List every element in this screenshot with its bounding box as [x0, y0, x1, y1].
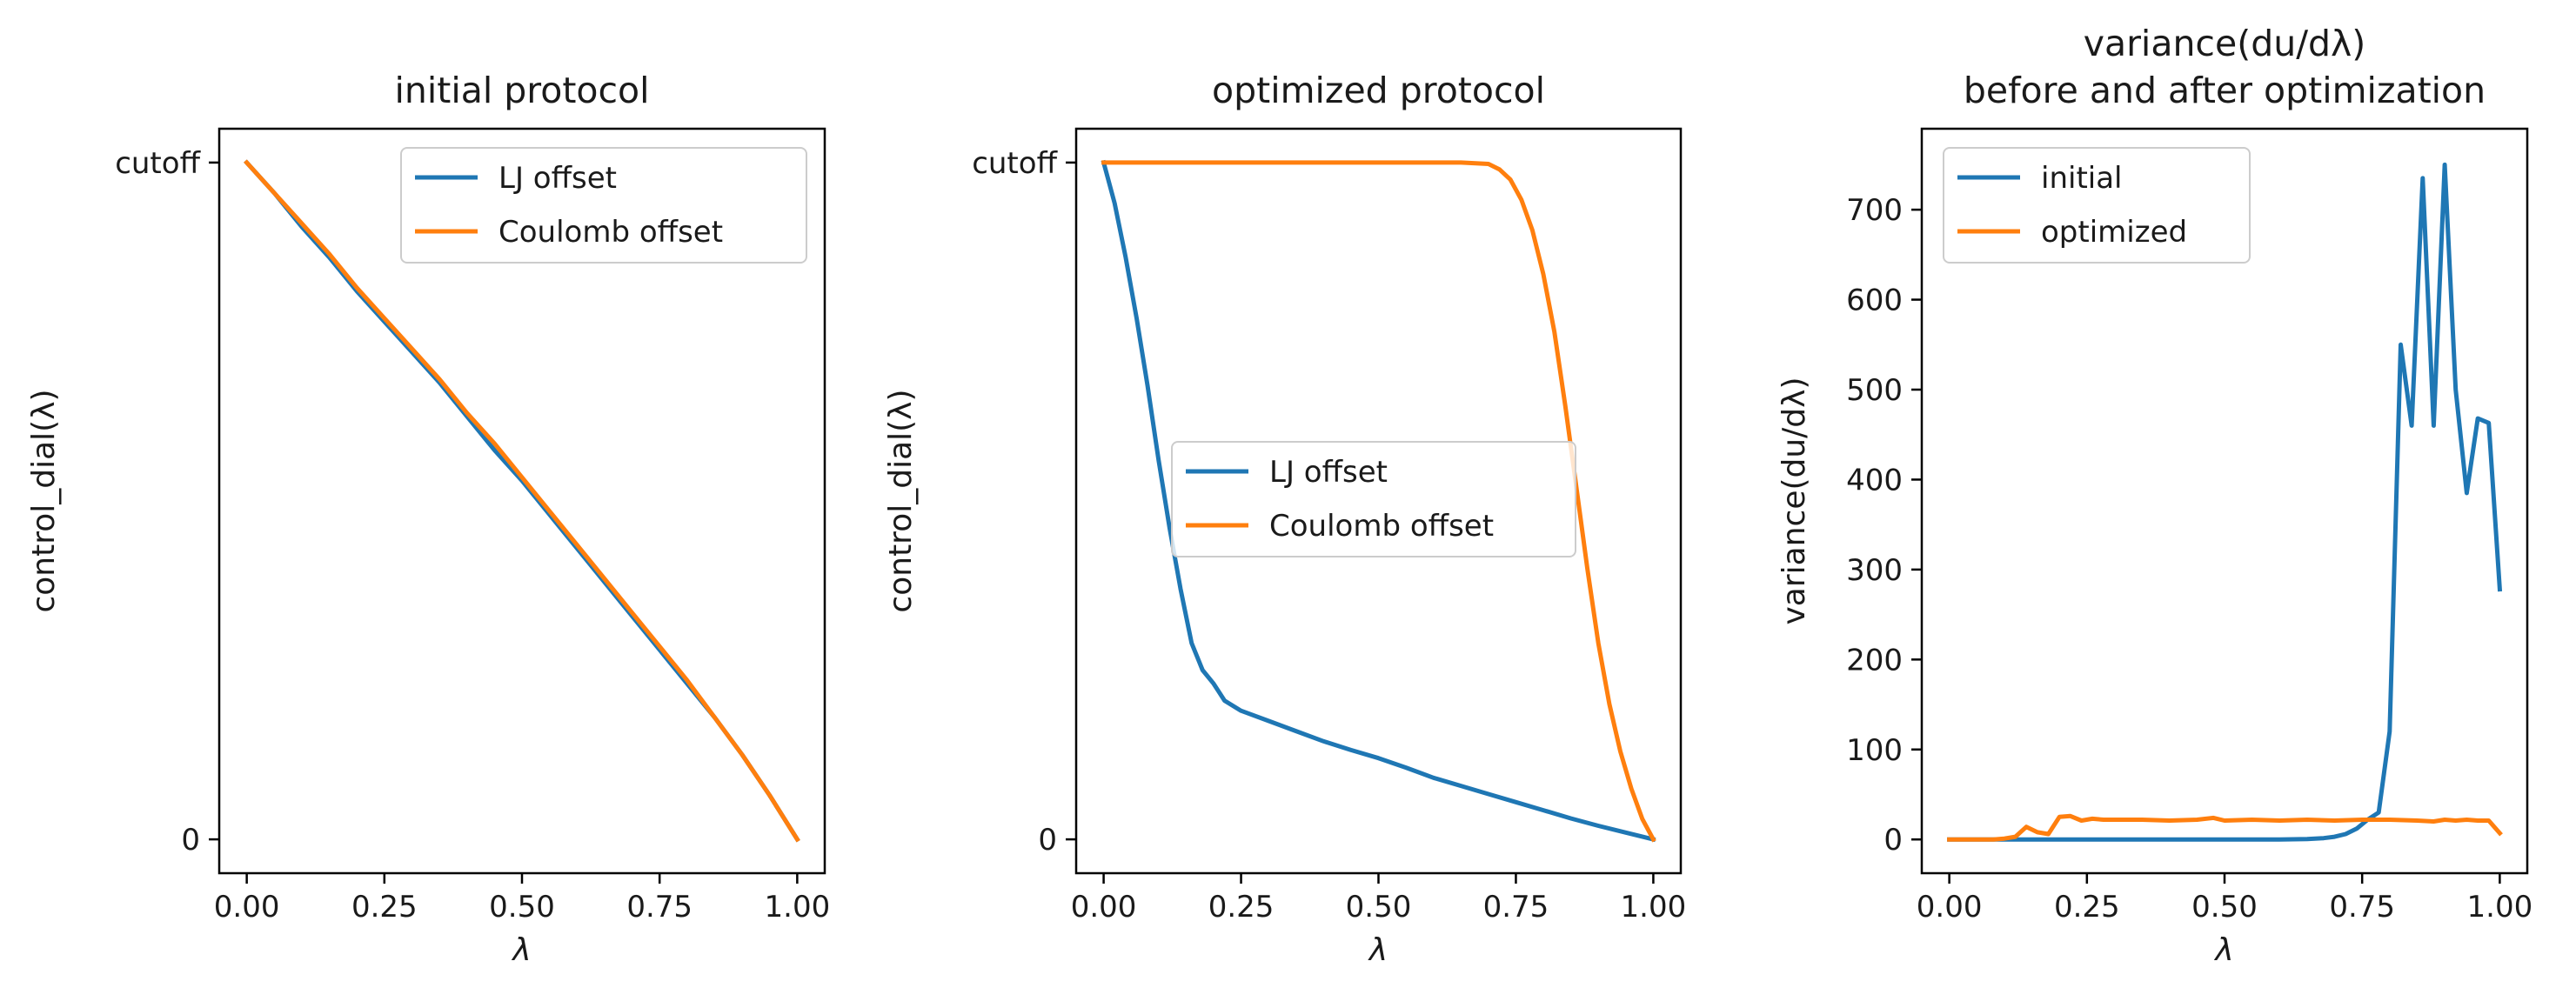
legend: LJ offset Coulomb offset [400, 147, 807, 264]
legend-label: Coulomb offset [1269, 509, 1494, 544]
chart-title: initial protocol [394, 70, 649, 111]
x-axis-label: λ [2213, 932, 2233, 968]
y-tick-label: 400 [1846, 463, 1903, 497]
x-tick-label: 0.25 [1208, 890, 1275, 925]
y-tick-label: 500 [1846, 373, 1903, 408]
y-axis-label: variance(du/dλ) [1776, 377, 1812, 624]
x-tick-label: 0.00 [1917, 890, 1983, 925]
y-tick-label: 100 [1846, 733, 1903, 768]
legend: LJ offset Coulomb offset [1171, 441, 1576, 557]
y-tick-label: 0 [1883, 823, 1903, 858]
y-tick-label: 600 [1846, 284, 1903, 318]
legend-box [1171, 441, 1576, 557]
x-tick-label: 0.00 [214, 890, 280, 925]
y-tick-label: 700 [1846, 193, 1903, 228]
x-axis-label: λ [511, 932, 531, 968]
chart-3: 0.00 0.25 0.50 0.75 1.00 0 100 200 300 400 500 600 7… [1776, 23, 2533, 968]
y-tick-label: 200 [1846, 643, 1903, 678]
x-tick-label: 0.50 [2191, 890, 2258, 925]
chart-1: 0.00 0.25 0.50 0.75 1.00 0 cutoff λ control_dial… [26, 70, 830, 968]
series-line-2 [1101, 160, 1656, 843]
series-line-1 [1101, 159, 1656, 843]
x-tick-label: 0.25 [351, 890, 418, 925]
y-tick-label: cutoff [115, 146, 201, 181]
x-tick-label: 0.75 [1483, 890, 1549, 925]
legend-label: LJ offset [1269, 455, 1388, 490]
x-tick-label: 1.00 [2467, 890, 2533, 925]
chart-title: variance(du/dλ) [2084, 23, 2366, 64]
legend-label: initial [2041, 161, 2123, 196]
legend: initial optimized [1943, 147, 2251, 264]
x-tick-label: 1.00 [1621, 890, 1687, 925]
x-tick-label: 0.50 [489, 890, 555, 925]
y-axis-label: control_dial(λ) [26, 389, 62, 612]
x-tick-label: 1.00 [765, 890, 831, 925]
x-tick-label: 0.50 [1346, 890, 1412, 925]
chart-subtitle: before and after optimization [1964, 70, 2486, 111]
series-line-2 [1947, 813, 2503, 842]
legend-label: Coulomb offset [498, 215, 723, 250]
y-tick-label: 300 [1846, 553, 1903, 588]
y-tick-label: cutoff [972, 146, 1058, 181]
y-tick-label: 0 [1038, 823, 1057, 858]
legend-label: LJ offset [498, 161, 617, 196]
chart-title: optimized protocol [1212, 70, 1545, 111]
series-line-2 [244, 159, 800, 843]
legend-label: optimized [2041, 215, 2187, 250]
x-tick-label: 0.25 [2054, 890, 2120, 925]
x-tick-label: 0.75 [626, 890, 693, 925]
x-axis-label: λ [1368, 932, 1388, 968]
y-tick-label: 0 [181, 823, 200, 858]
chart-2: 0.00 0.25 0.50 0.75 1.00 0 cutoff λ control_dial… [883, 70, 1686, 968]
legend-box [400, 147, 807, 264]
y-axis-label: control_dial(λ) [883, 389, 919, 612]
x-tick-label: 0.00 [1071, 890, 1137, 925]
x-tick-label: 0.75 [2329, 890, 2395, 925]
